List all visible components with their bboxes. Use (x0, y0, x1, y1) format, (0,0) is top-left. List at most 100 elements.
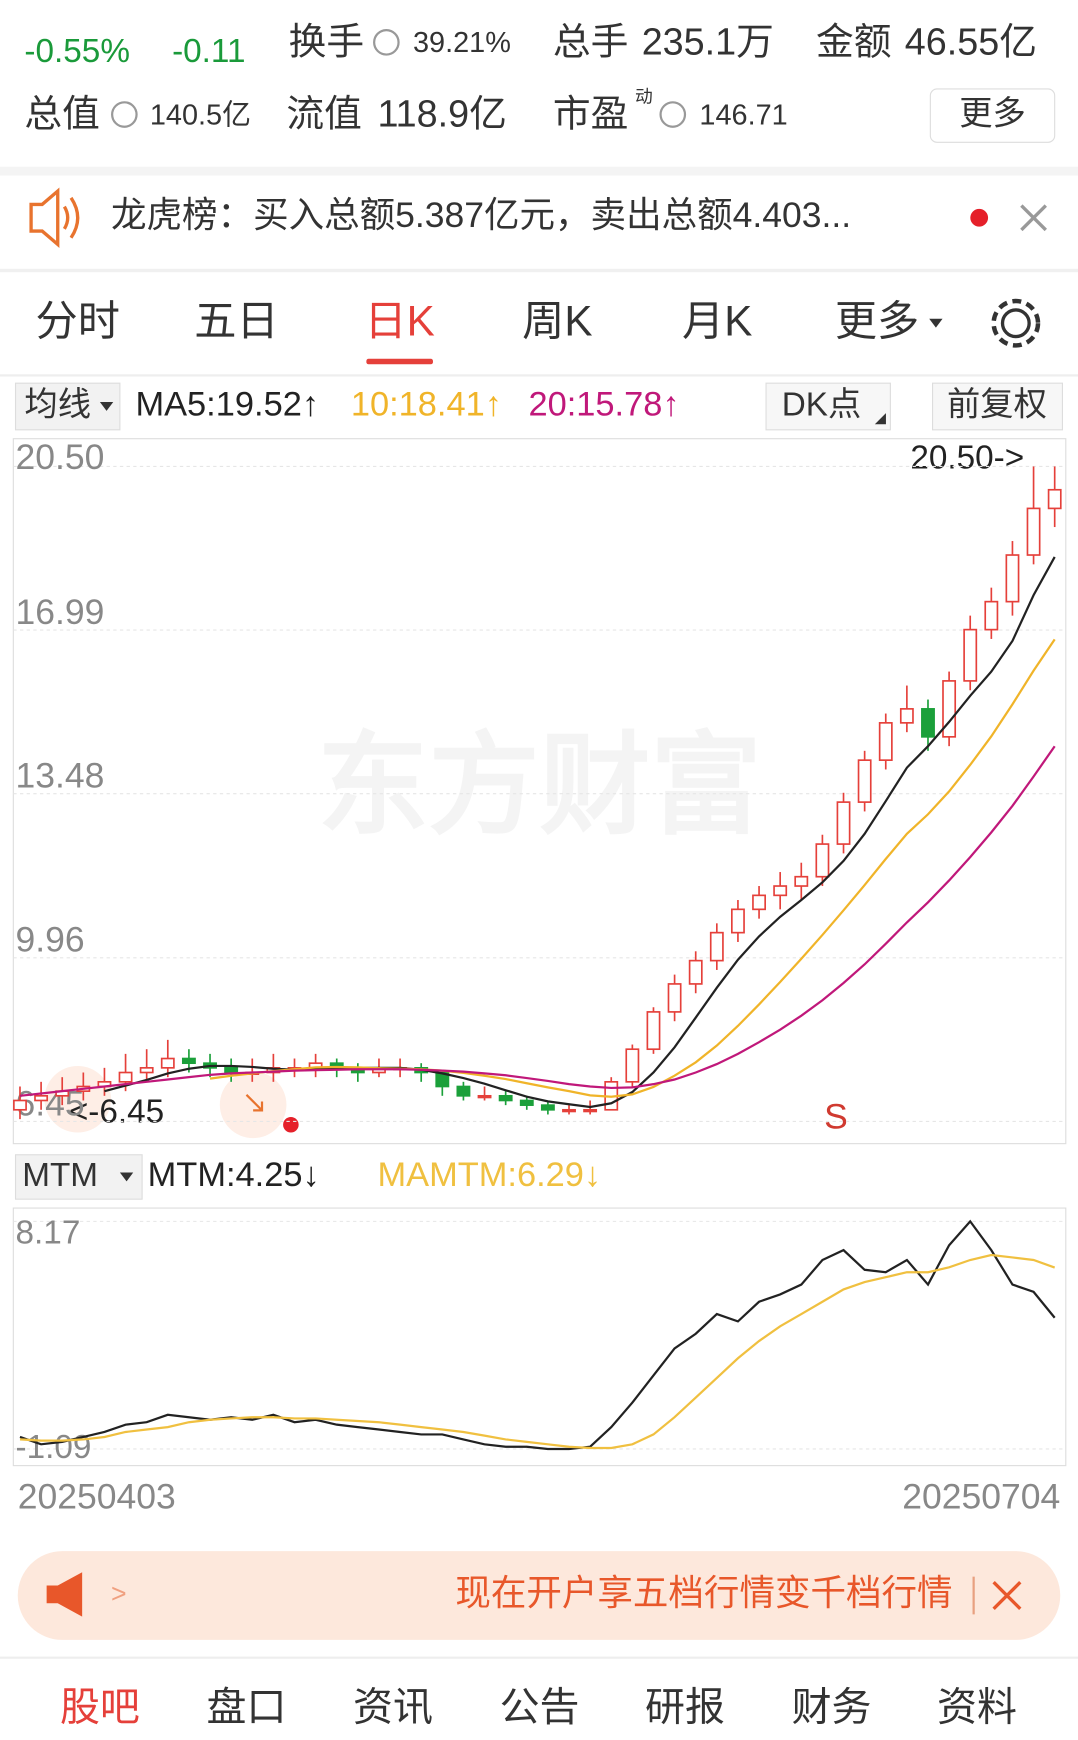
candle-body (667, 983, 682, 1013)
candle-body (709, 931, 724, 962)
nav-item[interactable]: 盘口 (207, 1685, 287, 1729)
mtm-frame (12, 1207, 1067, 1467)
candle-body (625, 1048, 640, 1083)
banner-divider (972, 1576, 975, 1615)
series-line (19, 745, 1056, 1097)
candle-body (794, 875, 809, 887)
settings-icon-ring[interactable] (991, 298, 1041, 348)
tab[interactable]: 更多 (835, 297, 919, 344)
info-icon (373, 29, 400, 56)
legend-entry: 10:18.41↑ (351, 386, 502, 424)
tab[interactable]: 五日 (194, 297, 278, 344)
dropdown-arrow (119, 1172, 134, 1182)
dk-button[interactable] (765, 382, 891, 431)
candle-body (139, 1067, 154, 1074)
stat-value: 146.71 (699, 99, 787, 131)
series-line (19, 1219, 1056, 1451)
legend-entry: MTM:4.25↓ (148, 1156, 320, 1194)
y-tick-label: 9.96 (16, 920, 85, 960)
nav-item[interactable]: 公告 (500, 1685, 580, 1729)
tab[interactable]: 分时 (36, 297, 120, 344)
legend-entry: 20:15.78↑ (528, 386, 679, 424)
series-line (104, 556, 1056, 1109)
candle-body (477, 1094, 492, 1099)
speaker-icon (29, 187, 60, 249)
settings-icon[interactable] (1000, 308, 1031, 339)
candle-body (118, 1071, 133, 1083)
tab[interactable]: 日K (365, 297, 435, 344)
candle-body (540, 1104, 555, 1111)
candle-body (224, 1067, 239, 1074)
candle-body (34, 1094, 49, 1102)
stat-label: 金额 (816, 21, 891, 63)
candle-body (921, 708, 935, 738)
candle-body (963, 628, 978, 682)
dk-label[interactable]: DK点 (782, 386, 862, 423)
info-icon (111, 101, 138, 128)
stat-value: 46.55亿 (905, 21, 1037, 63)
stat-value: 235.1万 (642, 21, 774, 63)
date-end: 20250704 (902, 1476, 1060, 1516)
indicator-selector[interactable] (14, 382, 121, 431)
tab-underline (366, 358, 433, 365)
tab[interactable]: 月K (682, 297, 752, 344)
candle-body (1005, 554, 1020, 603)
y-tick-label: 16.99 (16, 592, 105, 632)
candle-body (181, 1057, 196, 1065)
notice-text[interactable]: 龙虎榜：买入总额5.387亿元，卖出总额4.403... (111, 195, 851, 235)
signal-s: S (824, 1097, 848, 1137)
stat-value: 118.9亿 (377, 93, 506, 135)
mtm-selector-label[interactable]: MTM (22, 1157, 98, 1194)
y-tick-label: 8.17 (16, 1214, 81, 1251)
min-label: <-6.45 (69, 1093, 164, 1130)
marker-arrow (245, 1094, 264, 1112)
signal-dot (283, 1117, 299, 1133)
nav-item[interactable]: 股吧 (60, 1685, 140, 1729)
speaker-waves (62, 196, 80, 239)
banner-close[interactable] (992, 1581, 1022, 1611)
candle-body (942, 680, 957, 738)
date-start: 20250403 (18, 1476, 176, 1516)
banner-chevron: > (111, 1579, 127, 1609)
tab[interactable]: 周K (522, 297, 592, 344)
adjust-label[interactable]: 前复权 (947, 386, 1047, 423)
series-line (209, 638, 1056, 1098)
nav-item[interactable]: 资讯 (353, 1685, 433, 1729)
dropdown-arrow (99, 402, 114, 411)
nav-item[interactable]: 研报 (645, 1685, 725, 1729)
banner[interactable] (17, 1551, 1061, 1640)
more-label[interactable]: 更多 (959, 95, 1026, 132)
stat-label: 总值 (24, 93, 99, 135)
separator (0, 166, 1078, 176)
candle-body (752, 894, 766, 911)
separator (0, 1656, 1078, 1659)
candle-body (1026, 507, 1041, 556)
stat-value: 39.21% (413, 27, 511, 59)
candle-body (646, 1011, 661, 1051)
nav-item[interactable]: 资料 (937, 1685, 1017, 1729)
candle-body (456, 1085, 471, 1097)
close-icon[interactable] (1020, 204, 1047, 232)
static-layer: -0.55% -0.11 换手 39.21% 总手 235.1万 金额 46.5… (0, 21, 1078, 1659)
nav-item[interactable]: 财务 (792, 1685, 872, 1729)
banner-text[interactable]: 现在开户享五档行情变千档行情 (455, 1573, 952, 1613)
separator (0, 268, 1078, 273)
stat-label: 换手 (289, 21, 364, 63)
legend-entry: MA5:19.52↑ (135, 386, 319, 424)
y-tick-label: 13.48 (16, 756, 105, 796)
adjust-button[interactable] (932, 382, 1064, 431)
separator (0, 374, 1078, 377)
more-button[interactable] (929, 88, 1056, 143)
candle-body (160, 1057, 175, 1069)
candle-body (773, 885, 788, 897)
indicator-selector-label[interactable]: 均线 (24, 386, 91, 423)
mtm-selector[interactable] (14, 1154, 143, 1200)
marker-bg (44, 1065, 112, 1133)
candle-body (815, 843, 830, 878)
stat-label: 流值 (286, 93, 361, 135)
series-line (19, 1253, 1056, 1450)
price-frame (12, 438, 1067, 1145)
megaphone-icon (46, 1572, 83, 1617)
unread-dot (970, 208, 989, 227)
